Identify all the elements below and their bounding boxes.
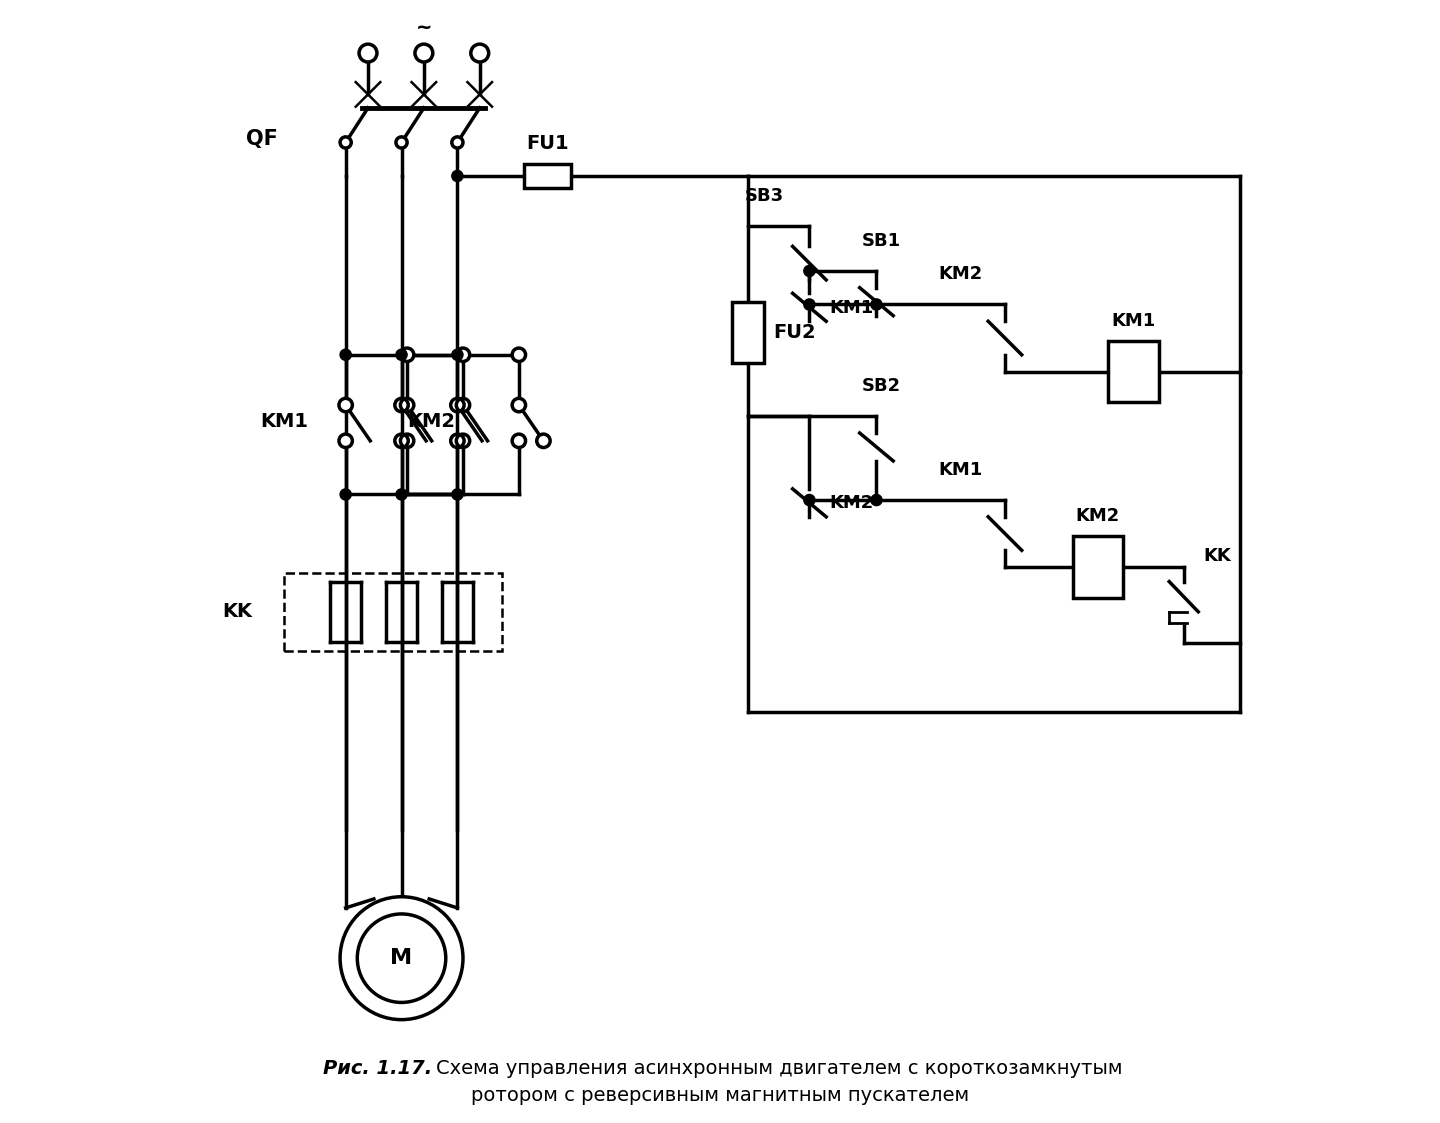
- Circle shape: [537, 435, 550, 448]
- Circle shape: [451, 399, 464, 412]
- Text: ~: ~: [416, 18, 432, 37]
- Circle shape: [513, 435, 526, 448]
- Circle shape: [338, 399, 353, 412]
- Circle shape: [340, 349, 351, 360]
- Circle shape: [452, 489, 464, 500]
- Text: KM2: KM2: [408, 412, 455, 431]
- Circle shape: [396, 349, 408, 360]
- Text: KM1: KM1: [261, 412, 308, 431]
- Text: SB3: SB3: [744, 188, 785, 206]
- Circle shape: [456, 348, 469, 362]
- Circle shape: [338, 435, 353, 448]
- Circle shape: [340, 489, 351, 500]
- Text: KM1: KM1: [829, 299, 874, 317]
- Circle shape: [340, 137, 351, 148]
- Text: FU2: FU2: [773, 323, 816, 341]
- Text: KM2: KM2: [829, 494, 874, 512]
- Text: SB2: SB2: [861, 377, 900, 395]
- Circle shape: [395, 399, 408, 412]
- Bar: [1073, 537, 1123, 597]
- Circle shape: [400, 399, 413, 412]
- Text: KM1: KM1: [937, 460, 982, 478]
- Circle shape: [871, 299, 883, 310]
- Text: KM2: KM2: [1076, 508, 1120, 526]
- Circle shape: [400, 348, 413, 362]
- Circle shape: [359, 44, 377, 62]
- Text: ротором с реверсивным магнитным пускателем: ротором с реверсивным магнитным пускател…: [471, 1086, 969, 1105]
- Circle shape: [395, 435, 408, 448]
- Circle shape: [452, 137, 464, 148]
- Circle shape: [804, 265, 815, 276]
- Bar: [733, 302, 763, 363]
- Circle shape: [396, 489, 408, 500]
- Text: KK: KK: [222, 602, 252, 621]
- Circle shape: [804, 494, 815, 505]
- Circle shape: [340, 897, 464, 1020]
- Circle shape: [513, 348, 526, 362]
- Circle shape: [452, 349, 464, 360]
- Text: M: M: [390, 948, 413, 968]
- Text: Схема управления асинхронным двигателем с короткозамкнутым: Схема управления асинхронным двигателем …: [436, 1059, 1123, 1078]
- Text: FU1: FU1: [527, 134, 569, 153]
- Circle shape: [452, 171, 464, 182]
- Circle shape: [513, 399, 526, 412]
- Circle shape: [396, 137, 408, 148]
- Bar: [284, 573, 503, 651]
- Circle shape: [456, 399, 469, 412]
- Circle shape: [471, 44, 488, 62]
- Circle shape: [804, 299, 815, 310]
- Text: KM1: KM1: [1112, 312, 1155, 330]
- Text: QF: QF: [246, 129, 278, 149]
- Circle shape: [400, 435, 413, 448]
- Circle shape: [456, 435, 469, 448]
- Circle shape: [357, 914, 446, 1003]
- Bar: [524, 164, 572, 189]
- Text: KM2: KM2: [937, 265, 982, 283]
- Bar: [1109, 340, 1159, 402]
- Circle shape: [415, 44, 433, 62]
- Text: Рис. 1.17.: Рис. 1.17.: [323, 1059, 432, 1078]
- Circle shape: [871, 494, 883, 505]
- Circle shape: [451, 435, 464, 448]
- Text: SB1: SB1: [861, 231, 900, 249]
- Text: KK: KK: [1204, 547, 1231, 565]
